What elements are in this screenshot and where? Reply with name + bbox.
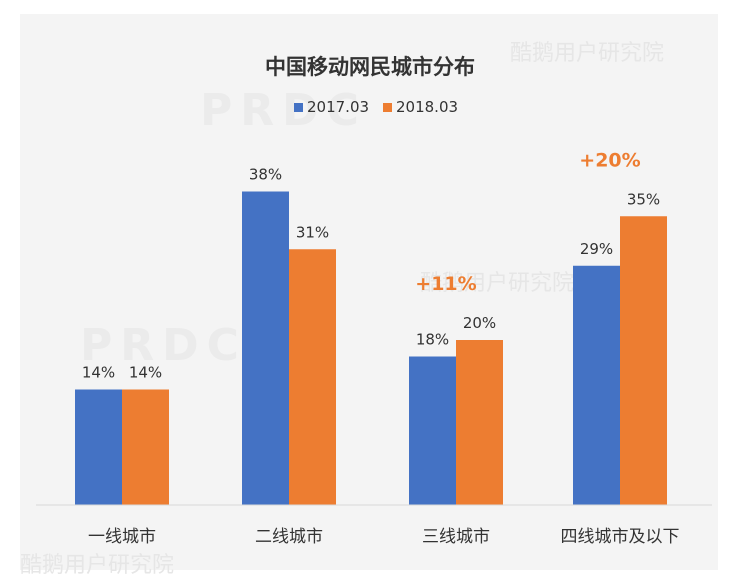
- legend-swatch-2018.03: [383, 103, 392, 112]
- data-label-2017.03-四线城市及以下: 29%: [580, 240, 613, 258]
- data-label-2017.03-二线城市: 38%: [249, 166, 282, 184]
- bar-2017.03-四线城市及以下: [573, 265, 620, 505]
- category-label: 二线城市: [255, 527, 323, 547]
- bar-2017.03-一线城市: [75, 389, 122, 505]
- data-label-2018.03-四线城市及以下: 35%: [627, 190, 660, 208]
- watermark-prdc: PRDC: [80, 320, 247, 371]
- legend-label-2018.03: 2018.03: [396, 98, 458, 116]
- bar-2018.03-四线城市及以下: [620, 216, 667, 505]
- bar-2017.03-三线城市: [409, 356, 456, 505]
- bar-2017.03-二线城市: [242, 191, 289, 505]
- bar-2018.03-三线城市: [456, 340, 503, 505]
- data-label-2018.03-三线城市: 20%: [463, 314, 496, 332]
- category-label: 四线城市及以下: [561, 527, 680, 547]
- data-label-2017.03-三线城市: 18%: [416, 331, 449, 349]
- data-label-2017.03-一线城市: 14%: [82, 364, 115, 382]
- watermark-prdc: PRDC: [200, 85, 367, 136]
- watermark-logo-text: 酷鹅用户研究院: [510, 41, 664, 66]
- legend-label-2017.03: 2017.03: [307, 98, 369, 116]
- legend-swatch-2017.03: [294, 103, 303, 112]
- category-labels: 一线城市 二线城市 三线城市 四线城市及以下: [88, 527, 680, 547]
- category-label: 一线城市: [88, 527, 156, 547]
- watermark-logo-text: 酷鹅用户研究院: [420, 271, 574, 296]
- bars: [75, 191, 667, 505]
- value-labels: 14% 14% 38% 31% 18% 20% 29% 35%: [82, 166, 660, 382]
- annotations: +11% +20%: [415, 149, 640, 295]
- bar-2018.03-二线城市: [289, 249, 336, 505]
- watermarks: 酷鹅用户研究院 PRDC 酷鹅用户研究院 PRDC 酷鹅用户研究院: [20, 41, 664, 578]
- growth-annotation: +20%: [579, 149, 640, 171]
- category-label: 三线城市: [422, 527, 490, 547]
- watermark-logo-text: 酷鹅用户研究院: [20, 553, 174, 578]
- chart-title: 中国移动网民城市分布: [265, 55, 475, 79]
- data-label-2018.03-一线城市: 14%: [129, 364, 162, 382]
- bar-2018.03-一线城市: [122, 389, 169, 505]
- legend: 2017.03 2018.03: [294, 98, 458, 116]
- data-label-2018.03-二线城市: 31%: [296, 223, 329, 241]
- growth-annotation: +11%: [415, 273, 476, 295]
